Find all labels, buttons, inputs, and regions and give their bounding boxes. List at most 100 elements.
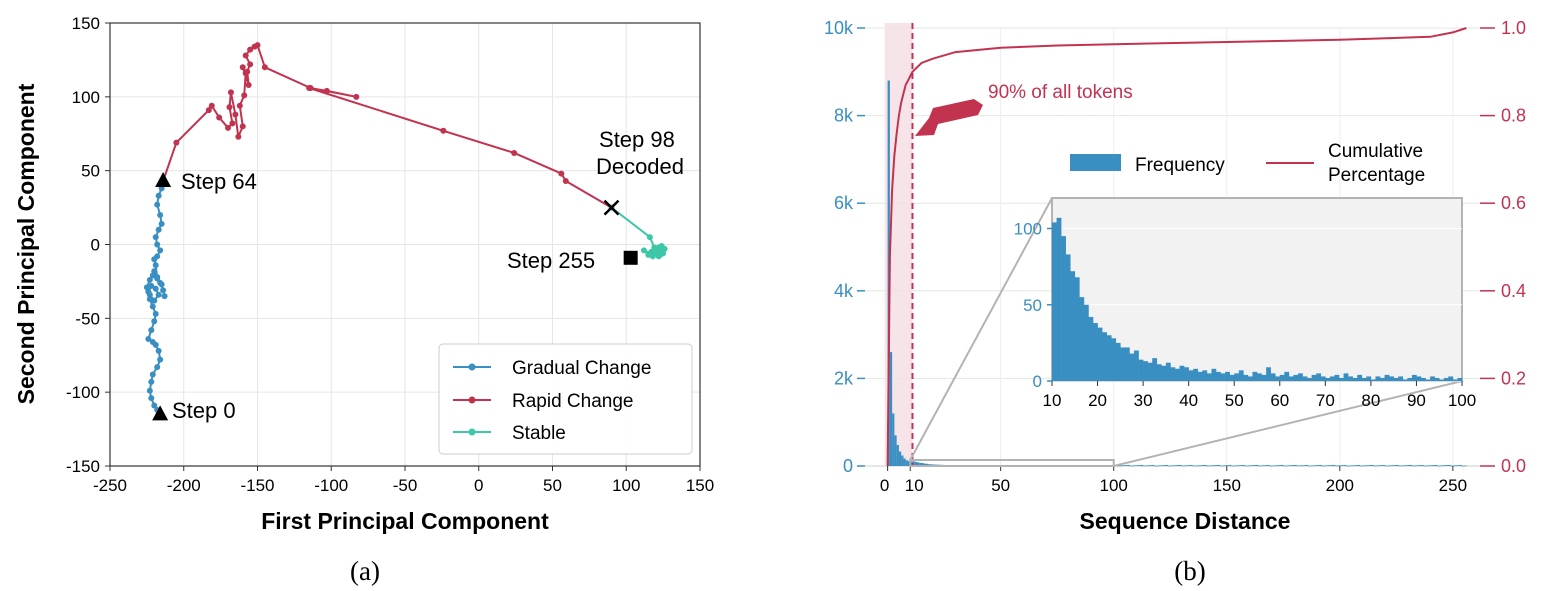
inset-bar <box>1220 373 1226 381</box>
frequency-bar-tail <box>1443 465 1447 467</box>
data-point <box>239 64 246 71</box>
inset-bar <box>1165 362 1171 381</box>
frequency-bar-tail <box>1423 465 1426 467</box>
data-point <box>151 268 158 275</box>
frequency-bar-tail <box>1407 465 1410 466</box>
data-point <box>157 247 164 254</box>
data-point <box>225 124 231 131</box>
frequency-bar-tail <box>1430 465 1433 467</box>
x-axis-label-a: First Principal Component <box>261 508 549 534</box>
frequency-bar <box>903 458 906 466</box>
frequency-bar <box>910 461 913 466</box>
x-tick-label: 100 <box>1100 476 1128 495</box>
threshold-arrow <box>915 99 983 136</box>
frequency-bar <box>919 462 922 466</box>
data-point <box>155 347 162 354</box>
inset-bar <box>1056 217 1062 381</box>
inset-bar <box>1275 376 1281 381</box>
inset-bar <box>1398 376 1404 381</box>
frequency-bar <box>907 461 911 466</box>
data-point <box>241 92 248 99</box>
frequency-bar-tail <box>1271 465 1275 467</box>
frequency-bar-tail <box>1258 465 1261 467</box>
frequency-bar-tail <box>1262 465 1266 467</box>
inset-bar <box>1389 376 1394 381</box>
frequency-bar-tail <box>1219 465 1223 467</box>
frequency-bar-tail <box>1346 465 1349 467</box>
data-point <box>157 211 164 218</box>
frequency-bar-tail <box>1249 465 1252 467</box>
frequency-bar-tail <box>1326 465 1329 467</box>
y-tick-label: -150 <box>66 457 100 476</box>
data-point <box>155 291 162 298</box>
frequency-bar-tail <box>1186 465 1189 467</box>
frequency-bar <box>905 460 908 466</box>
inset-bar <box>1421 377 1426 381</box>
inset-bar <box>1070 271 1076 381</box>
inset-x-tick-label: 80 <box>1361 391 1380 410</box>
inset-bar <box>1366 376 1372 381</box>
frequency-bar <box>912 461 915 466</box>
frequency-bar <box>892 413 895 466</box>
frequency-bar-tail <box>1418 465 1422 466</box>
frequency-bar-tail <box>1161 465 1164 467</box>
frequency-bar-tail <box>1188 465 1191 466</box>
frequency-bar-tail <box>1276 465 1279 467</box>
inset-bar <box>1325 377 1331 381</box>
data-point <box>149 371 156 378</box>
frequency-bar-tail <box>1163 465 1166 466</box>
frequency-bar-tail <box>1278 465 1282 466</box>
frequency-bar-tail <box>1233 465 1236 467</box>
inset-bar <box>1161 365 1167 381</box>
data-point <box>245 82 252 89</box>
inset-bar <box>1357 374 1363 381</box>
frequency-bar-tail <box>1330 465 1334 466</box>
legend-cumulative-line2: Percentage <box>1328 165 1425 186</box>
plot-b-y-ticks-right: 0.0 0.2 0.4 0.6 0.8 1.0 <box>1480 18 1526 476</box>
frequency-bar-tail <box>1125 465 1128 466</box>
inset-bar <box>1425 379 1431 381</box>
data-point <box>323 87 330 94</box>
frequency-bar-tail <box>1366 465 1370 467</box>
data-point <box>149 338 156 345</box>
zoom-guide-line-right <box>1113 380 1463 467</box>
frequency-bar-tail <box>1226 465 1230 466</box>
frequency-bar-tail <box>1382 465 1386 466</box>
data-point <box>154 201 161 208</box>
y-tick-label-left: 10k <box>824 18 854 38</box>
frequency-bar-tail <box>1421 465 1424 466</box>
frequency-bar <box>926 463 929 466</box>
frequency-bar <box>917 462 920 466</box>
data-point <box>152 234 159 241</box>
data-point <box>306 84 313 91</box>
frequency-bar-tail <box>1464 465 1467 467</box>
frequency-bar-tail <box>1394 465 1397 466</box>
data-point <box>146 276 153 283</box>
frequency-bar-tail <box>1217 464 1220 466</box>
data-point <box>440 127 447 134</box>
x-tick-label: -200 <box>167 476 201 495</box>
inset-x-tick-label: 40 <box>1179 391 1198 410</box>
frequency-bar-tail <box>1165 464 1168 466</box>
frequency-bar-tail <box>1197 465 1200 467</box>
marker-square <box>623 250 638 265</box>
frequency-bar-tail <box>1206 465 1209 467</box>
frequency-bar-tail <box>1287 465 1291 467</box>
inset-x-tick-label: 100 <box>1448 391 1476 410</box>
frequency-bar-tail <box>1348 465 1352 467</box>
x-tick-label: 200 <box>1326 476 1354 495</box>
frequency-bar <box>898 451 902 466</box>
data-point <box>154 275 161 282</box>
inset-bar <box>1434 377 1440 381</box>
legend-gradual-label: Gradual Change <box>512 358 651 379</box>
inset-bar <box>1311 374 1317 381</box>
data-point <box>173 139 180 146</box>
frequency-bar-tail <box>1369 465 1372 466</box>
inset-bar <box>1411 374 1417 381</box>
frequency-bar-tail <box>1461 465 1465 467</box>
inset-bar <box>1129 353 1135 381</box>
frequency-bar-tail <box>1294 464 1297 466</box>
frequency-bar-tail <box>1229 465 1232 466</box>
inset-bar <box>1111 338 1117 381</box>
inset-bar <box>1380 377 1385 381</box>
